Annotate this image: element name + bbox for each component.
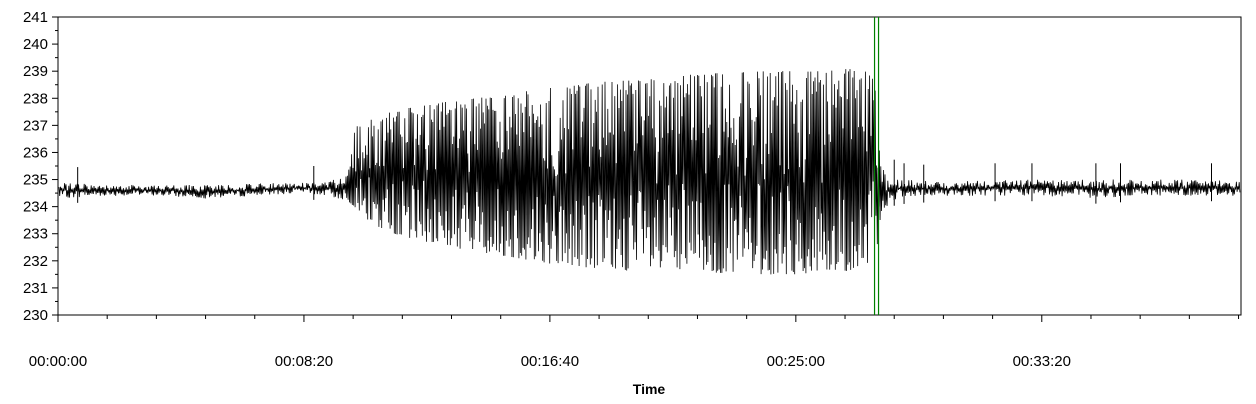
y-tick-label: 233 (23, 226, 48, 243)
signal-series (58, 69, 1241, 275)
x-tick-label: 00:25:00 (767, 353, 825, 370)
signal-trace (58, 69, 1241, 275)
y-tick-label: 239 (23, 63, 48, 80)
x-tick-label: 00:00:00 (29, 353, 87, 370)
y-tick-label: 238 (23, 90, 48, 107)
y-tick-label: 234 (23, 199, 48, 216)
x-tick-label: 00:33:20 (1013, 353, 1071, 370)
y-tick-label: 232 (23, 253, 48, 270)
y-tick-label: 237 (23, 117, 48, 134)
y-tick-label: 241 (23, 9, 48, 26)
x-axis: 00:00:00 00:08:20 00:16:40 00:25:00 00:33:20 (29, 315, 1240, 370)
y-axis: 230 231 232 233 234 235 236 237 238 239 240 241 (23, 9, 58, 324)
cursor-marker (873, 17, 880, 315)
y-tick-label: 231 (23, 280, 48, 297)
y-tick-label: 235 (23, 172, 48, 189)
x-axis-title: Time (633, 381, 666, 397)
x-tick-label: 00:08:20 (275, 353, 333, 370)
x-tick-label: 00:16:40 (521, 353, 579, 370)
y-tick-label: 236 (23, 144, 48, 161)
y-tick-label: 240 (23, 36, 48, 53)
y-tick-label: 230 (23, 307, 48, 324)
